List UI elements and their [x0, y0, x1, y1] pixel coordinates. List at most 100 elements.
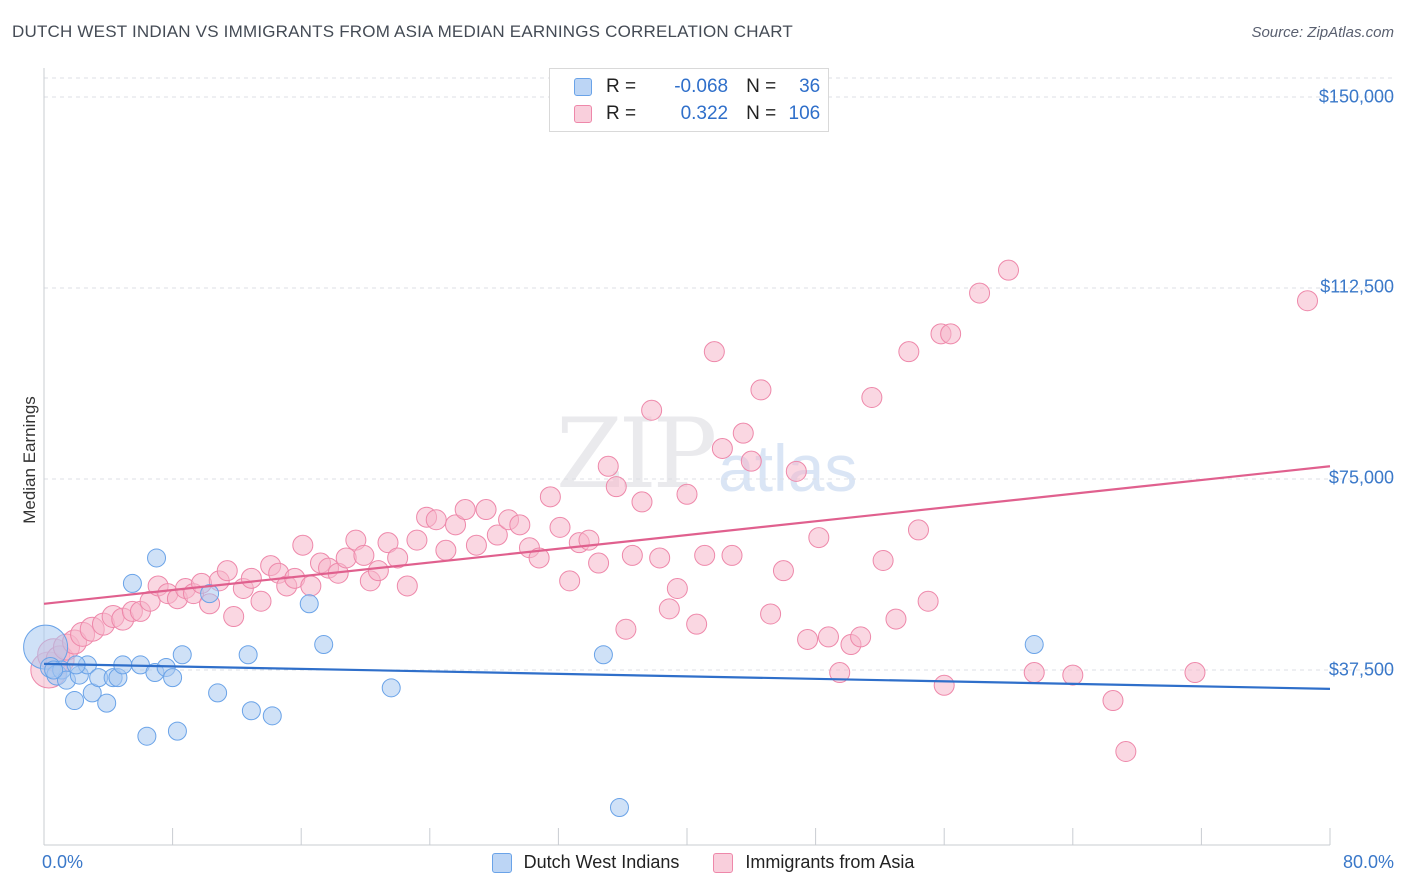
data-point — [44, 660, 64, 680]
data-point — [238, 645, 258, 665]
y-tick-label: $112,500 — [1320, 276, 1394, 297]
data-point — [641, 399, 663, 421]
y-tick-label: $150,000 — [1318, 86, 1394, 107]
legend-swatch-blue — [574, 78, 592, 96]
legend-swatch-blue — [491, 852, 512, 873]
legend-n-label: N = — [746, 76, 777, 97]
legend-r-label: R = — [606, 103, 637, 124]
data-point — [335, 547, 357, 569]
data-point — [917, 590, 939, 612]
data-point — [454, 499, 476, 521]
data-point — [597, 455, 619, 477]
axes — [43, 68, 1331, 846]
data-point — [694, 544, 716, 566]
trend-line — [43, 662, 1331, 690]
legend-swatch-pink — [574, 105, 592, 123]
data-point — [381, 678, 401, 698]
data-point — [593, 645, 613, 665]
data-point — [387, 547, 409, 569]
data-point — [208, 683, 228, 703]
data-point — [898, 341, 920, 363]
legend-item-dutch-west-indians: Dutch West Indians — [491, 852, 679, 873]
data-point — [658, 598, 680, 620]
data-point — [167, 721, 187, 741]
legend-item-immigrants-from-asia: Immigrants from Asia — [713, 852, 914, 873]
data-point — [1115, 740, 1137, 762]
y-tick-label: $75,000 — [1328, 467, 1394, 488]
data-point — [907, 519, 929, 541]
x-tick-label-max: 80.0% — [1342, 852, 1394, 872]
data-point — [760, 603, 782, 625]
data-point — [163, 668, 183, 688]
chart-title: DUTCH WEST INDIAN VS IMMIGRANTS FROM ASI… — [12, 22, 794, 41]
data-point — [147, 548, 167, 568]
data-point — [200, 584, 220, 604]
legend-n-label: N = — [746, 103, 777, 124]
data-point — [817, 626, 839, 648]
data-point — [509, 514, 531, 536]
data-point — [1024, 635, 1044, 655]
data-point — [785, 460, 807, 482]
x-tick-label-min: 0.0% — [42, 852, 84, 872]
data-point — [711, 437, 733, 459]
legend-row-blue: R = -0.068 N = 36 — [574, 74, 820, 100]
data-point — [559, 570, 581, 592]
data-point — [676, 483, 698, 505]
data-point — [314, 635, 334, 655]
legend-label: Immigrants from Asia — [745, 852, 915, 872]
data-point — [703, 341, 725, 363]
data-point — [97, 693, 117, 713]
data-point — [465, 534, 487, 556]
legend-r-value: -0.068 — [674, 76, 729, 97]
data-point — [1062, 664, 1084, 686]
data-point — [998, 259, 1019, 281]
data-point — [137, 726, 157, 746]
y-axis-label: Median Earnings — [20, 396, 39, 524]
data-point — [486, 524, 508, 546]
data-point — [241, 701, 261, 721]
stats-legend: R = -0.068 N = 36 R = 0.322 N = 106 — [549, 68, 829, 132]
legend-n-value: 106 — [788, 103, 821, 124]
data-point — [539, 486, 561, 508]
data-point — [740, 450, 762, 472]
data-point — [292, 534, 314, 556]
data-point — [250, 590, 272, 612]
legend-r-label: R = — [606, 76, 637, 97]
data-point — [772, 560, 794, 582]
data-point — [367, 560, 389, 582]
legend-row-pink: R = 0.322 N = 106 — [574, 101, 820, 127]
data-point — [1102, 690, 1124, 712]
data-point — [216, 560, 238, 582]
data-point — [528, 547, 550, 569]
data-point — [797, 628, 819, 650]
source-label: Source: ZipAtlas.com — [1251, 24, 1394, 41]
data-point — [65, 691, 85, 711]
legend-swatch-pink — [713, 852, 734, 873]
data-point — [615, 618, 637, 640]
series-dutch-west-indians — [23, 548, 1044, 818]
data-point — [829, 662, 851, 684]
data-point — [969, 282, 991, 304]
data-point — [1296, 290, 1318, 312]
data-point — [549, 516, 571, 538]
data-point — [299, 594, 319, 614]
data-point — [353, 544, 375, 566]
data-point — [377, 532, 399, 554]
data-point — [732, 422, 754, 444]
data-point — [435, 539, 457, 561]
data-point — [223, 606, 245, 628]
data-point — [1184, 662, 1206, 684]
data-point — [850, 626, 872, 648]
data-point — [122, 573, 142, 593]
legend-n-value: 36 — [799, 76, 821, 97]
data-point — [631, 491, 653, 513]
data-point — [300, 575, 322, 597]
data-point — [262, 706, 282, 726]
data-point — [666, 578, 688, 600]
data-point — [885, 608, 907, 630]
data-point — [609, 798, 629, 818]
trend-lines — [43, 465, 1331, 690]
data-point — [621, 544, 643, 566]
data-point — [872, 549, 894, 571]
series-legend: Dutch West Indians Immigrants from Asia — [0, 852, 1406, 873]
